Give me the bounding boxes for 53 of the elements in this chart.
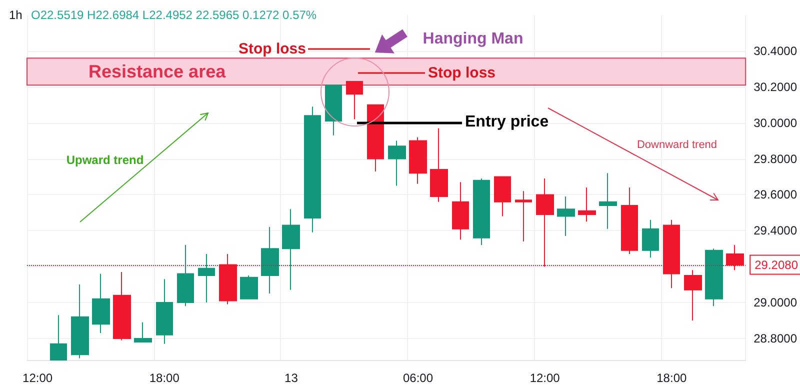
- candlestick: [473, 178, 490, 246]
- candlestick: [92, 273, 110, 334]
- y-tick-label: 28.8000: [754, 331, 798, 346]
- x-tick-label: 06:00: [403, 371, 434, 385]
- candlestick: [261, 226, 279, 294]
- y-tick-label: 29.0000: [754, 296, 798, 310]
- candlestick: [134, 322, 152, 343]
- x-tick-label: 18:00: [149, 371, 180, 385]
- annotation: Upward trend: [66, 153, 144, 167]
- candlestick: [642, 219, 659, 258]
- candlestick: [599, 172, 617, 230]
- chart-subtitle: O22.5519 H22.6984 L22.4952 22.5965 0.1272 0.57%: [31, 8, 317, 22]
- ref-line-label: 29.2080: [754, 258, 798, 272]
- annotation: Entry price: [465, 114, 549, 130]
- band-label: Resistance area: [88, 62, 227, 82]
- x-tick-label: 12:00: [530, 371, 560, 385]
- chart-title: 1h: [9, 8, 22, 22]
- candlestick: [515, 190, 532, 242]
- candlestick: [494, 176, 511, 217]
- candlestick: [367, 104, 384, 172]
- candlestick: [282, 208, 300, 290]
- candlestick: [304, 106, 321, 233]
- y-tick-label: 30.2000: [754, 80, 798, 94]
- x-tick-label: 12:00: [22, 371, 53, 385]
- annotation: Downward trend: [636, 139, 718, 151]
- candlestick: [113, 271, 131, 341]
- candlestick: [240, 275, 258, 300]
- candlestick: [452, 182, 469, 240]
- candlestick: [409, 136, 427, 184]
- candlestick: [156, 278, 173, 344]
- y-tick-label: 29.6000: [754, 188, 798, 202]
- y-tick-label: 30.0000: [754, 116, 798, 130]
- candlestick: [388, 140, 406, 186]
- x-tick-label: 18:00: [656, 371, 687, 385]
- y-tick-label: 29.4000: [754, 224, 798, 238]
- candlestick: [71, 284, 89, 359]
- candlestick: [325, 84, 342, 136]
- x-tick-label: 13: [284, 371, 298, 385]
- annotation: Stop loss: [238, 40, 306, 58]
- annotation: Hanging Man: [422, 30, 524, 48]
- candlestick: [684, 270, 702, 321]
- candlestick: [557, 196, 575, 237]
- y-tick-label: 29.8000: [754, 152, 798, 166]
- candlestick: [346, 80, 363, 120]
- candlestick: [430, 128, 448, 202]
- candlestick: [705, 248, 723, 307]
- candlestick: [50, 314, 67, 360]
- candlestick: [198, 253, 215, 303]
- y-tick-label: 30.4000: [754, 44, 798, 58]
- candlestick: [621, 187, 638, 254]
- candlestick: [578, 187, 596, 222]
- annotation: Stop loss: [428, 64, 496, 82]
- candlestick: [177, 244, 194, 307]
